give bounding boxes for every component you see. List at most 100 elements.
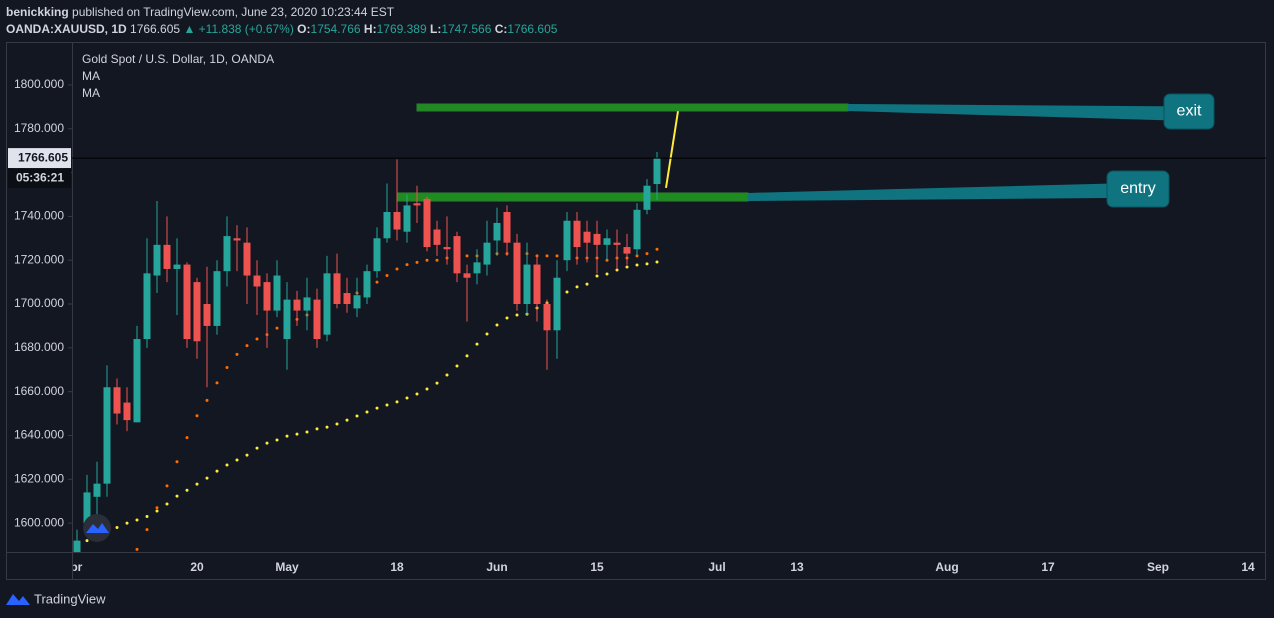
footer-logo [6,594,30,605]
ma-point [565,290,569,294]
candle-body [163,244,171,269]
ma-point [155,506,159,510]
y-tick-label: 1700.000 [14,296,64,310]
ma-point [135,518,139,522]
ma-point [465,354,469,358]
price-label-bg [8,148,71,169]
ma-point [415,392,419,396]
publish-line: benickking published on TradingView.com,… [6,5,394,19]
ma-point [555,254,559,258]
ma-point [385,403,389,407]
x-tick-label: Aug [935,560,958,574]
candle-body [523,264,531,305]
candle-body [103,387,111,484]
ma-point [165,484,169,488]
candle-body [253,275,261,287]
ma-point [395,400,399,404]
ma-point [475,342,479,346]
x-tick-label: 20 [190,560,204,574]
ma-point [155,509,159,513]
x-tick-label: Sep [1147,560,1169,574]
candle-body [303,297,311,311]
candle-body [373,238,381,272]
ma-point [485,332,489,336]
candle-body [313,299,321,340]
l-key: L: [430,22,442,36]
candle-body [563,220,571,261]
candle-body [293,299,301,311]
candle-body [173,264,181,269]
ma-point [385,274,389,278]
chart-title: Gold Spot / U.S. Dollar, 1D, OANDA [82,52,274,66]
y-tick-label: 1780.000 [14,121,64,135]
candle-body [403,205,411,232]
ma-point [635,263,639,267]
x-tick-label: Apr [62,560,83,574]
candle-body [533,264,541,305]
y-tick-label: 1640.000 [14,428,64,442]
candle-body [133,339,141,423]
ma-point [85,539,89,543]
ma-point [645,252,649,256]
candle-body [153,244,161,276]
ma-point [235,458,239,462]
ma-point [115,525,119,529]
ma-point [275,326,279,330]
ma-point [255,337,259,341]
candle-body [83,492,91,524]
x-tick-label: 18 [390,560,404,574]
ma-point [455,364,459,368]
x-tick-label: Jul [708,560,725,574]
plot-area [72,103,1266,552]
countdown-bg [8,168,71,189]
symbol-line: OANDA:XAUUSD, 1D 1766.605 ▲ +11.838 (+0.… [6,22,557,36]
ma-point [185,436,189,440]
ma-point [355,414,359,418]
ma-point [465,254,469,258]
ma-point [125,521,129,525]
callout-label: exit [1177,103,1202,120]
callout-pointer [748,183,1107,202]
y-tick-label: 1600.000 [14,515,64,529]
candle-body [213,271,221,326]
candle-body [633,209,641,250]
ma-point [585,282,589,286]
ma-point [425,387,429,391]
ma-point [135,547,139,551]
candle-body [143,273,151,340]
candle-body [333,273,341,305]
symbol: OANDA:XAUUSD, 1D [6,22,127,36]
callout-box [1163,93,1215,130]
h-key: H: [363,22,377,36]
ma-point [145,528,149,532]
ma-point [375,406,379,410]
ma-point [635,254,639,258]
candle-body [203,304,211,326]
ma-point [435,258,439,262]
ma-point [435,381,439,385]
last-price: 1766.605 [130,22,181,36]
candle-body [123,402,131,421]
ma-point [195,482,199,486]
candle-body [653,158,661,185]
candle-body [493,222,501,241]
x-tick-label: Jun [486,560,507,574]
candle-body [453,236,461,274]
ma-point [255,446,259,450]
candle-body [613,242,621,245]
candle-body [283,299,291,340]
x-tick-label: 15 [590,560,604,574]
ma-point [405,396,409,400]
low: 1747.566 [441,22,492,36]
high: 1769.389 [376,22,427,36]
ma-point [165,502,169,506]
candle-body [463,273,471,278]
candle-body [583,231,591,243]
y-tick-label: 1800.000 [14,77,64,91]
ma-point [655,247,659,251]
y-tick-label: 1720.000 [14,252,64,266]
published: published on TradingView.com, June 23, 2… [72,5,395,19]
candle-body [383,212,391,239]
ma-point [575,285,579,289]
